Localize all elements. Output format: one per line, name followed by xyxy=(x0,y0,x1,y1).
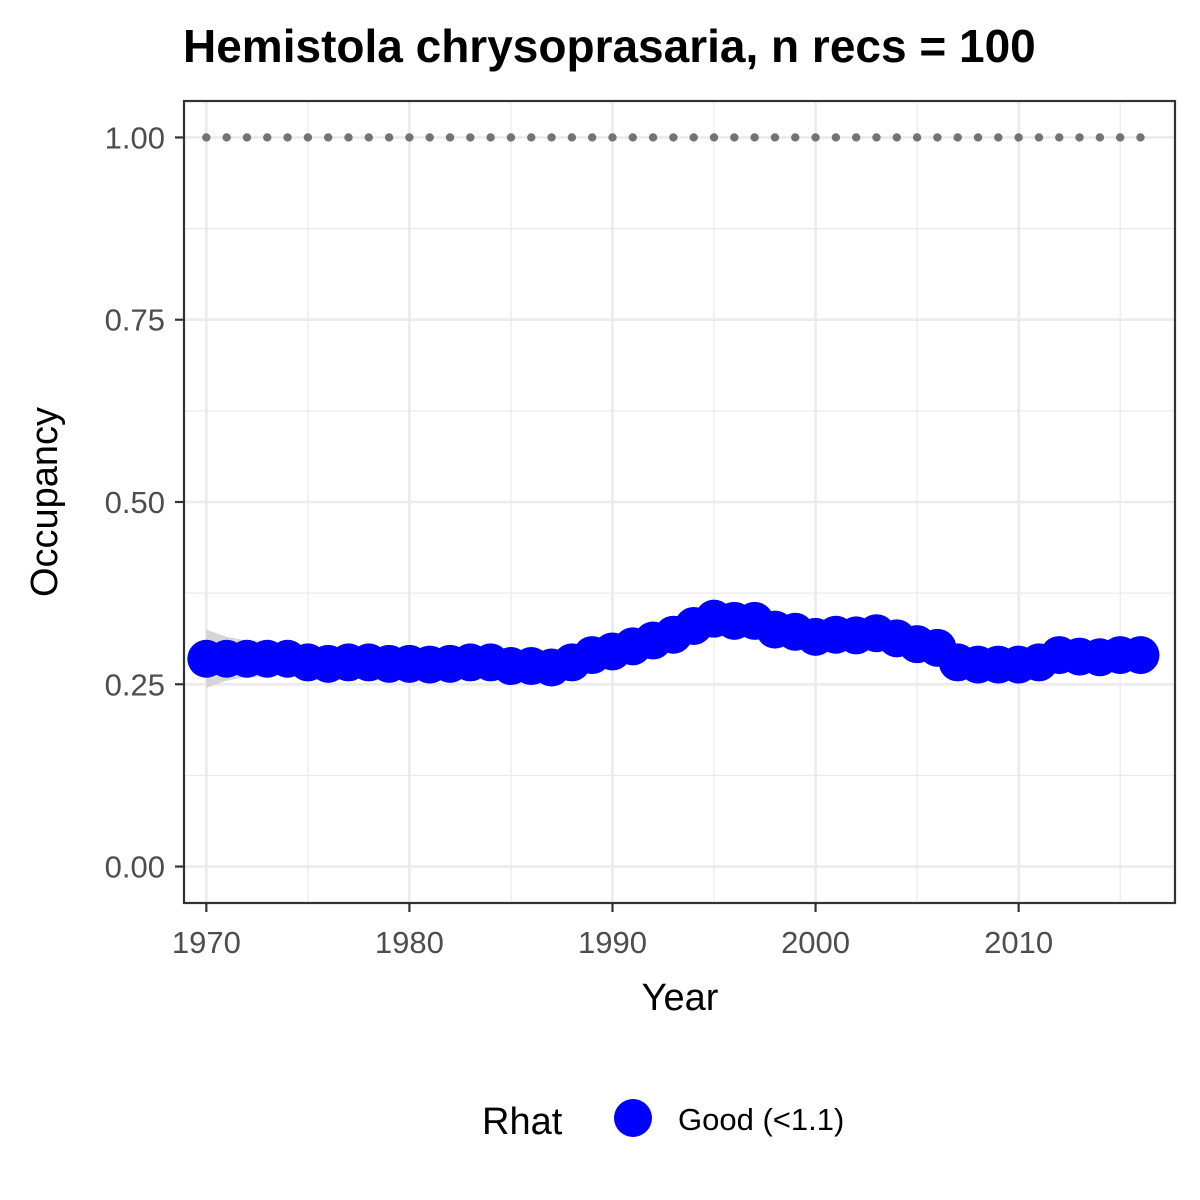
reference-dot xyxy=(466,133,475,142)
reference-dot xyxy=(1014,133,1023,142)
reference-dot xyxy=(527,133,536,142)
x-axis-title: Year xyxy=(642,977,719,1019)
data-point xyxy=(1121,636,1160,675)
y-tick-label: 0.75 xyxy=(105,303,165,338)
reference-dot xyxy=(669,133,678,142)
reference-dot xyxy=(242,133,252,142)
reference-dot xyxy=(263,133,272,142)
reference-dot xyxy=(1034,133,1044,142)
reference-dot xyxy=(608,133,617,142)
legend-label-good: Good (<1.1) xyxy=(678,1102,844,1137)
reference-dot xyxy=(628,133,637,142)
plot-area: 0.00 0.25 0.50 0.75 1.00 1970 1980 1990 2000 2010 xyxy=(105,99,1177,960)
reference-dot xyxy=(851,133,861,142)
reference-dot xyxy=(994,133,1003,142)
reference-dot xyxy=(689,133,698,142)
reference-dot xyxy=(933,133,942,142)
chart-title: Hemistola chrysoprasaria, n recs = 100 xyxy=(183,20,1036,72)
y-tick-label: 1.00 xyxy=(105,120,165,155)
reference-dot xyxy=(730,133,739,142)
y-tick-label: 0.25 xyxy=(105,667,165,702)
y-axis-title: Occupancy xyxy=(24,407,66,597)
reference-dot xyxy=(1115,133,1125,142)
legend-key-good xyxy=(614,1099,652,1137)
reference-dot xyxy=(283,133,292,142)
reference-dot xyxy=(323,133,333,142)
reference-dot xyxy=(364,133,373,142)
y-tick-label: 0.50 xyxy=(105,485,165,520)
reference-dot xyxy=(486,133,495,142)
reference-dot xyxy=(1095,133,1105,142)
reference-dot xyxy=(303,133,313,142)
reference-dot xyxy=(953,133,962,142)
x-tick-label: 1980 xyxy=(375,925,444,960)
reference-dot xyxy=(811,133,820,142)
x-tick-label: 1970 xyxy=(172,925,241,960)
reference-dot xyxy=(222,133,231,142)
legend-title: Rhat xyxy=(482,1101,563,1143)
reference-dot xyxy=(831,133,841,142)
reference-dot xyxy=(567,133,577,142)
reference-dot xyxy=(1075,133,1084,142)
reference-dot xyxy=(709,133,719,142)
reference-dot xyxy=(587,133,597,142)
reference-dot xyxy=(912,133,922,142)
reference-dot xyxy=(506,133,516,142)
reference-dot xyxy=(425,133,434,142)
reference-dot xyxy=(405,133,414,142)
reference-dot xyxy=(202,133,211,142)
y-tick-label: 0.00 xyxy=(105,850,165,885)
reference-dot xyxy=(750,133,759,142)
reference-dot xyxy=(1055,133,1064,142)
reference-dot xyxy=(791,133,800,142)
reference-dot xyxy=(1136,133,1145,142)
reference-dot xyxy=(445,133,455,142)
reference-dot xyxy=(344,133,353,142)
reference-dot xyxy=(648,133,658,142)
x-tick-label: 2000 xyxy=(781,925,850,960)
reference-dot xyxy=(973,133,983,142)
x-tick-label: 1990 xyxy=(578,925,647,960)
reference-dot xyxy=(384,133,394,142)
x-tick-label: 2010 xyxy=(984,925,1053,960)
reference-dot xyxy=(770,133,780,142)
reference-dot xyxy=(872,133,881,142)
legend: Rhat Good (<1.1) xyxy=(482,1099,844,1143)
reference-dot xyxy=(547,133,556,142)
reference-dot xyxy=(892,133,901,142)
